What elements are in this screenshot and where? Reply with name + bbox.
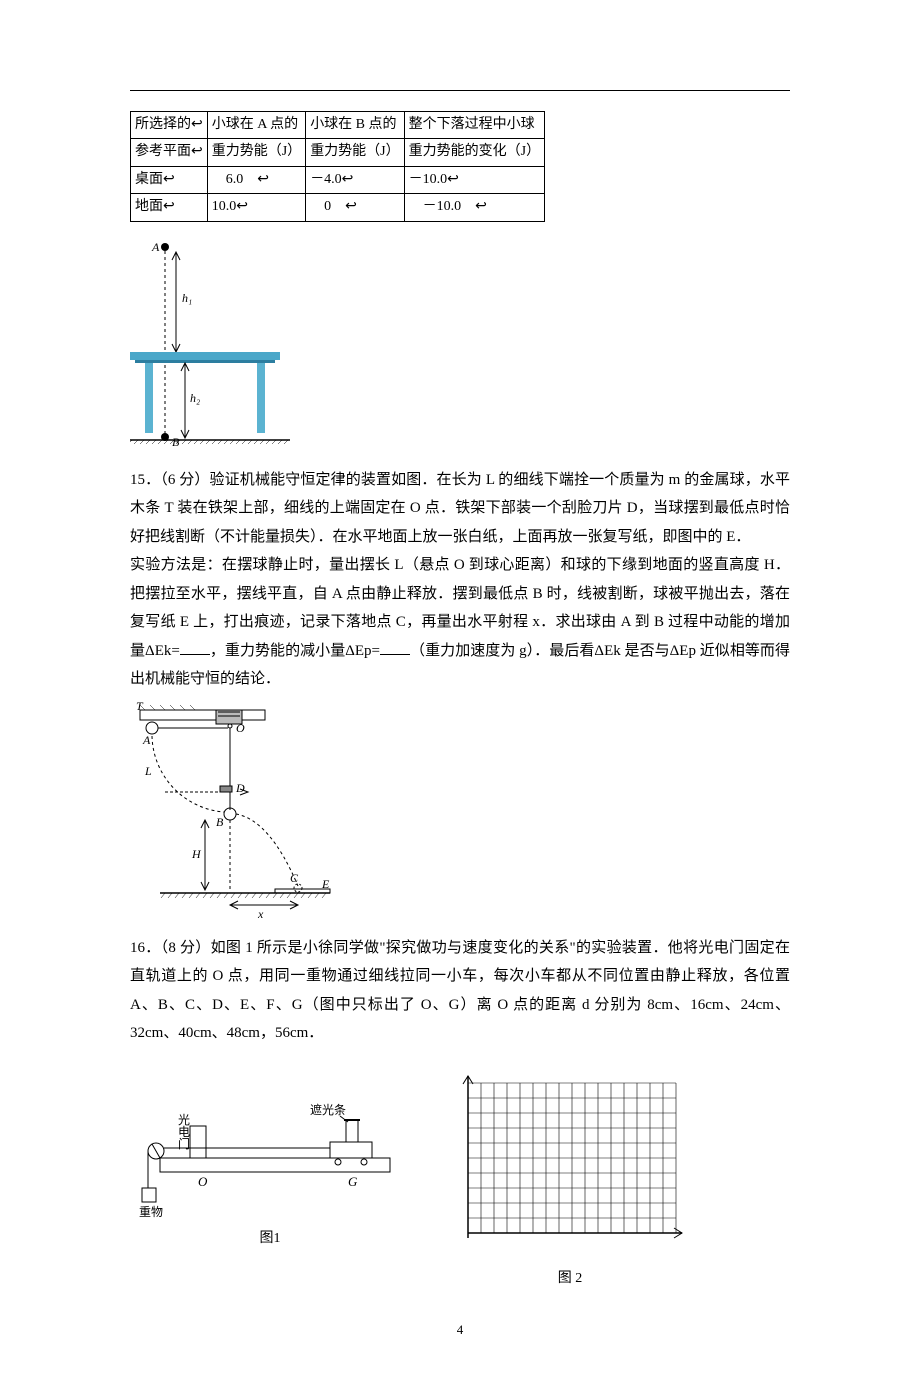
cell: 桌面↩ bbox=[131, 166, 208, 193]
label-T: T bbox=[136, 700, 144, 713]
label-h2: h₂ bbox=[190, 391, 200, 405]
q16-text: 16．（8 分）如图 1 所示是小徐同学做"探究做功与速度变化的关系"的实验装置… bbox=[130, 934, 790, 1048]
fig2-label: 图 2 bbox=[450, 1268, 690, 1290]
cell: 重力势能的变化（J） bbox=[404, 139, 544, 166]
label-L: L bbox=[144, 764, 152, 778]
cell: 重力势能（J） bbox=[207, 139, 305, 166]
desk-figure: A h₁ h₂ B bbox=[130, 232, 790, 460]
cell: 参考平面↩ bbox=[131, 139, 208, 166]
track-figure-wrap: 重物 光 电 门 O 遮光条 G 图1 bbox=[130, 1068, 410, 1250]
blank-dep bbox=[380, 640, 410, 655]
label-A2: A bbox=[142, 733, 151, 747]
label-D: D bbox=[235, 781, 245, 795]
label-B2: B bbox=[216, 815, 224, 829]
label-G: G bbox=[348, 1174, 358, 1189]
cell: 小球在 B 点的 bbox=[306, 112, 404, 139]
label-x: x bbox=[257, 907, 264, 920]
cell: －10.0↩ bbox=[404, 166, 544, 193]
label-C: C bbox=[290, 871, 299, 885]
cell: －4.0↩ bbox=[306, 166, 404, 193]
label-H: H bbox=[191, 847, 202, 861]
top-divider bbox=[130, 90, 790, 91]
cell: 0 ↩ bbox=[306, 194, 404, 221]
pendulum-figure: T O A L D B bbox=[130, 700, 790, 928]
q15-body: 实验方法是：在摆球静止时，量出摆长 L（悬点 O 到球心距离）和球的下缘到地面的… bbox=[130, 551, 790, 694]
shade-label: 遮光条 bbox=[310, 1102, 346, 1117]
svg-text:门: 门 bbox=[178, 1136, 190, 1151]
q15-body-2: ，重力势能的减小量ΔEp= bbox=[210, 643, 380, 659]
fig1-label: 图1 bbox=[130, 1228, 410, 1250]
cell: 重力势能（J） bbox=[306, 139, 404, 166]
blank-dek bbox=[180, 640, 210, 655]
cell: 地面↩ bbox=[131, 194, 208, 221]
track-figure: 重物 光 电 门 O 遮光条 G bbox=[130, 1068, 410, 1218]
page-number: 4 bbox=[130, 1320, 790, 1341]
cell: 小球在 A 点的 bbox=[207, 112, 305, 139]
label-O2: O bbox=[198, 1174, 208, 1189]
label-h1: h₁ bbox=[182, 291, 192, 305]
cell: 10.0↩ bbox=[207, 194, 305, 221]
cell: －10.0 ↩ bbox=[404, 194, 544, 221]
label-O: O bbox=[236, 721, 245, 735]
grid-figure-wrap: 图 2 bbox=[450, 1068, 690, 1290]
grid-figure bbox=[450, 1068, 690, 1258]
label-A: A bbox=[151, 240, 160, 254]
q15-title: 15．（6 分）验证机械能守恒定律的装置如图．在长为 L 的细线下端拴一个质量为… bbox=[130, 466, 790, 552]
weight-label: 重物 bbox=[139, 1205, 163, 1218]
cell: 整个下落过程中小球 bbox=[404, 112, 544, 139]
label-B: B bbox=[172, 435, 180, 449]
cell: 6.0 ↩ bbox=[207, 166, 305, 193]
pe-table: 所选择的↩ 小球在 A 点的 小球在 B 点的 整个下落过程中小球 参考平面↩ … bbox=[130, 111, 545, 222]
cell: 所选择的↩ bbox=[131, 112, 208, 139]
label-E: E bbox=[321, 877, 330, 891]
